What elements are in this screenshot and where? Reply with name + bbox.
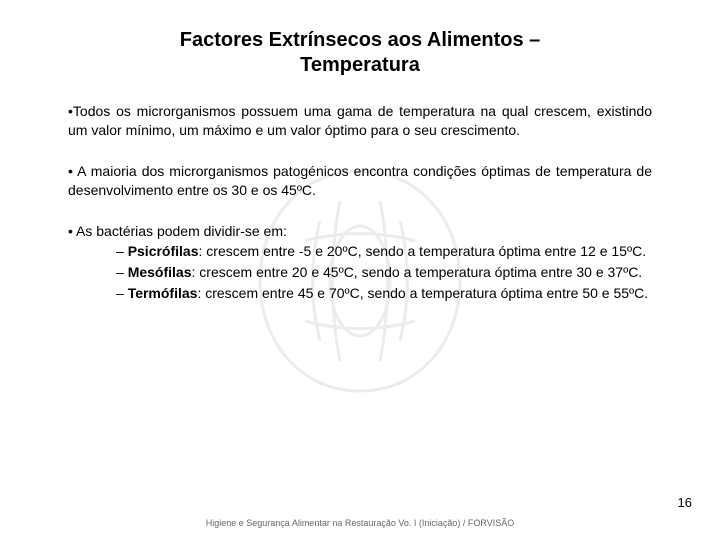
slide-content: Factores Extrínsecos aos Alimentos – Tem… <box>0 0 720 303</box>
paragraph-2: • A maioria dos microrganismos patogénic… <box>68 162 652 200</box>
subitem-3-label: Termófilas <box>128 285 198 301</box>
subitem-1-rest: : crescem entre -5 e 20ºC, sendo a tempe… <box>199 243 647 259</box>
subitem-mesofilas: – Mesófilas: crescem entre 20 e 45ºC, se… <box>116 263 652 282</box>
subitem-psicrofilas: – Psicrófilas: crescem entre -5 e 20ºC, … <box>116 242 652 261</box>
subitem-2-label: Mesófilas <box>128 264 192 280</box>
subitem-2-rest: : crescem entre 20 e 45ºC, sendo a tempe… <box>192 264 643 280</box>
subitem-termofilas: – Termófilas: crescem entre 45 e 70ºC, s… <box>116 284 652 303</box>
paragraph-3-intro: • As bactérias podem dividir-se em: <box>68 222 652 241</box>
paragraph-3-group: • As bactérias podem dividir-se em: – Ps… <box>68 222 652 304</box>
title-line-1: Factores Extrínsecos aos Alimentos – <box>180 29 541 51</box>
paragraph-1: •Todos os microrganismos possuem uma gam… <box>68 102 652 140</box>
subitem-1-label: Psicrófilas <box>128 243 199 259</box>
slide-title: Factores Extrínsecos aos Alimentos – Tem… <box>68 28 652 78</box>
title-line-2: Temperatura <box>300 54 420 76</box>
page-number: 16 <box>678 495 692 510</box>
subitem-3-rest: : crescem entre 45 e 70ºC, sendo a tempe… <box>197 285 648 301</box>
footer-text: Higiene e Segurança Alimentar na Restaur… <box>0 518 720 528</box>
bacteria-sublist: – Psicrófilas: crescem entre -5 e 20ºC, … <box>116 242 652 303</box>
